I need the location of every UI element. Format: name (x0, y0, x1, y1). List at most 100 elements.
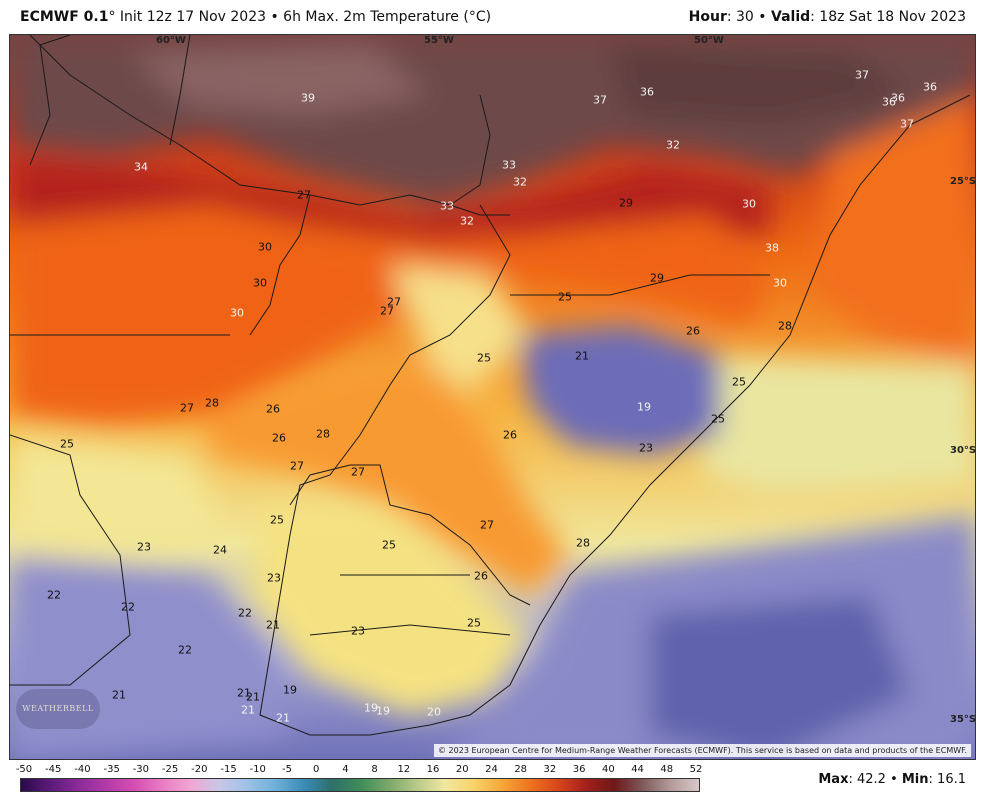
temp-label: 30 (258, 240, 272, 254)
longitude-label: 60°W (156, 35, 186, 46)
init-text: ° Init 12z 17 Nov 2023 • 6h Max. 2m Temp… (108, 9, 492, 25)
temp-label: 29 (650, 271, 664, 285)
latitude-label: 35°S (950, 714, 976, 725)
temperature-legend: -50 -45 -40 -35 -30 -25 -20 -15 -10 -5 0 4 8 12 16 20 24… (16, 764, 703, 804)
temp-label: 30 (773, 276, 787, 290)
temp-label: 20 (427, 705, 441, 719)
temp-label: 27 (180, 401, 194, 415)
legend-tick-label: -20 (191, 764, 208, 775)
temp-label: 32 (460, 214, 474, 228)
temp-label: 29 (619, 196, 633, 210)
legend-tick-label: 52 (689, 764, 703, 775)
latitude-label: 25°S (950, 176, 976, 187)
temp-label: 38 (765, 241, 779, 255)
longitude-label: 50°W (694, 35, 724, 46)
temp-label: 25 (732, 375, 746, 389)
legend-tick-label: -10 (249, 764, 266, 775)
temp-label: 27 (387, 295, 401, 309)
temp-label: 23 (267, 571, 281, 585)
legend-tick-label: 16 (426, 764, 440, 775)
temp-label: 25 (467, 616, 481, 630)
header-title: ECMWF 0.1° Init 12z 17 Nov 2023 • 6h Max… (20, 0, 491, 34)
temp-label: 25 (270, 513, 284, 527)
temp-label: 19 (364, 701, 378, 715)
temp-label: 27 (380, 304, 394, 318)
temp-label: 19 (283, 683, 297, 697)
temperature-map[interactable]: 60°W 55°W 50°W 25°S 30°S 35°S 39 37 36 3… (9, 34, 976, 760)
temp-label: 37 (593, 93, 607, 107)
temp-label: 36 (640, 85, 654, 99)
temp-label: 25 (558, 290, 572, 304)
weatherbell-logo: WEATHERBELL (16, 689, 100, 729)
legend-tick-label: -35 (103, 764, 120, 775)
temp-label: 19 (376, 704, 390, 718)
temp-label: 21 (112, 688, 126, 702)
legend-tick-label: 12 (397, 764, 411, 775)
hour-label: Hour (688, 9, 727, 25)
temp-label: 28 (205, 396, 219, 410)
temp-label: 27 (290, 459, 304, 473)
temperature-field (10, 35, 975, 759)
temp-label: 25 (60, 437, 74, 451)
temp-label: 37 (900, 117, 914, 131)
temp-label: 33 (440, 199, 454, 213)
legend-tick-label: 4 (342, 764, 349, 775)
temp-label: 27 (297, 188, 311, 202)
temp-label: 22 (47, 588, 61, 602)
legend-tick-label: 24 (485, 764, 498, 775)
min-value: : 16.1 (928, 772, 966, 787)
temp-label: 19 (637, 400, 651, 414)
temp-label: 39 (301, 91, 315, 105)
copyright-notice: © 2023 European Centre for Medium-Range … (434, 744, 971, 757)
temp-label: 26 (474, 569, 488, 583)
temp-label: 26 (272, 431, 286, 445)
legend-tick-label: -45 (45, 764, 62, 775)
temp-label: 37 (855, 68, 869, 82)
legend-tick-label: -50 (15, 764, 33, 775)
temp-label: 23 (351, 624, 365, 638)
temp-label: 25 (382, 538, 396, 552)
temp-label: 26 (503, 428, 517, 442)
temp-label: 27 (480, 518, 494, 532)
temp-label: 22 (238, 606, 252, 620)
min-label: Min (901, 772, 929, 787)
temp-label: 30 (230, 306, 244, 320)
valid-value: : 18z Sat 18 Nov 2023 (810, 9, 966, 25)
legend-tick-label: 48 (660, 764, 674, 775)
temp-label: 30 (742, 197, 756, 211)
max-min-stats: Max: 42.2 • Min: 16.1 (818, 772, 966, 787)
model-name: ECMWF 0.1 (20, 9, 109, 25)
legend-tick-label: -15 (220, 764, 237, 775)
header-valid: Hour: 30 • Valid: 18z Sat 18 Nov 2023 (689, 0, 966, 34)
temp-label: 32 (666, 138, 680, 152)
legend-tick-label: -25 (161, 764, 179, 775)
legend-tick-label: -40 (74, 764, 91, 775)
longitude-label: 55°W (424, 35, 454, 46)
legend-tick-label: 28 (514, 764, 528, 775)
temp-label: 28 (316, 427, 330, 441)
border-lines (10, 35, 971, 736)
legend-tick-label: -30 (132, 764, 150, 775)
legend-tick-label: 8 (371, 764, 378, 775)
legend-labels: -50 -45 -40 -35 -30 -25 -20 -15 -10 -5 0 4 8 12 16 20 24… (16, 764, 703, 778)
hour-value: : 30 • (726, 9, 771, 25)
temp-label: 22 (121, 600, 135, 614)
legend-tick-label: 0 (312, 764, 320, 775)
temp-label: 30 (253, 276, 267, 290)
legend-tick-label: 32 (543, 764, 557, 775)
temp-label: 22 (178, 643, 192, 657)
temp-label: 23 (639, 441, 653, 455)
temp-label: 21 (246, 690, 260, 704)
valid-label: Valid (771, 9, 811, 25)
max-value: : 42.2 • (848, 772, 902, 787)
temp-label: 26 (266, 402, 280, 416)
legend-tick-label: 44 (631, 764, 644, 775)
temp-label: 32 (513, 175, 527, 189)
map-header: ECMWF 0.1° Init 12z 17 Nov 2023 • 6h Max… (0, 0, 984, 34)
map-canvas (10, 35, 975, 759)
temp-label: 21 (276, 711, 290, 725)
temp-label: 21 (266, 618, 280, 632)
temp-label: 24 (213, 543, 227, 557)
temp-label: 23 (137, 540, 151, 554)
temp-label: 36 (882, 95, 896, 109)
